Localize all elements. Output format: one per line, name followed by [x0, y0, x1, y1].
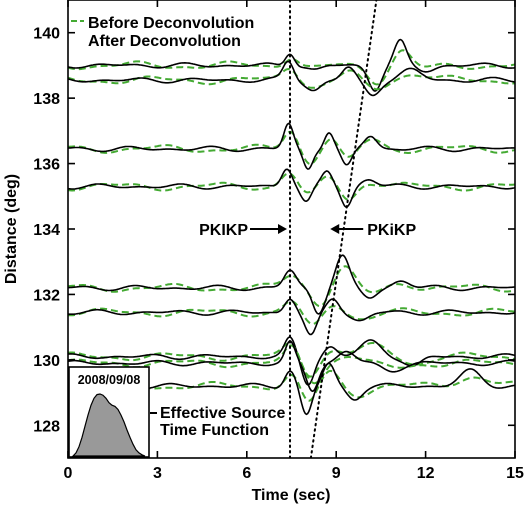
trace-after-2 — [68, 122, 515, 170]
x-tick-label: 0 — [64, 465, 73, 482]
y-tick-label: 128 — [33, 418, 60, 435]
source-function-curve — [71, 393, 146, 457]
y-tick-label: 130 — [33, 353, 60, 370]
x-tick-label: 3 — [153, 465, 162, 482]
y-tick-label: 134 — [33, 222, 60, 239]
trace-after-6 — [68, 336, 515, 386]
source-function-title-1: Effective Source — [160, 405, 285, 422]
pkikp-lower-arrowhead — [330, 224, 340, 234]
source-function-inset: 2008/09/08 Effective Source Time Functio… — [68, 366, 285, 458]
trace-before-1 — [68, 67, 515, 91]
trace-before-6 — [68, 341, 515, 378]
legend-label-after: After Deconvolution — [88, 33, 241, 50]
y-tick-label: 138 — [33, 91, 60, 108]
trace-after-0 — [68, 38, 515, 92]
trace-before-0 — [68, 49, 515, 86]
x-axis-ticks: 0 3 6 9 12 15 — [64, 0, 524, 482]
phase-annotations: PKIKP PKiKP — [199, 222, 416, 239]
pkikp-label: PKIKP — [199, 222, 248, 239]
trace-after-5 — [68, 298, 515, 336]
trace-before-8 — [68, 369, 515, 402]
y-tick-label: 136 — [33, 157, 60, 174]
trace-after-3 — [68, 168, 515, 208]
trace-layer — [68, 38, 515, 416]
x-tick-label: 6 — [242, 465, 251, 482]
x-tick-label: 15 — [506, 465, 524, 482]
trace-before-7 — [68, 344, 515, 385]
y-tick-label: 132 — [33, 287, 60, 304]
trace-before-2 — [68, 130, 515, 166]
pkikp-arrowhead — [278, 224, 288, 234]
inset-date: 2008/09/08 — [78, 373, 141, 387]
y-axis-label: Distance (deg) — [3, 174, 20, 284]
legend: Before Deconvolution After Deconvolution — [71, 15, 254, 50]
legend-label-before: Before Deconvolution — [88, 15, 254, 32]
trace-after-7 — [68, 340, 515, 393]
x-axis-label: Time (sec) — [252, 487, 331, 504]
source-function-title-2: Time Function — [160, 422, 269, 439]
pkikp-lower-label: PKiKP — [367, 222, 416, 239]
trace-after-4 — [68, 254, 515, 315]
x-tick-label: 12 — [417, 465, 435, 482]
x-tick-label: 9 — [332, 465, 341, 482]
y-tick-label: 140 — [33, 26, 60, 43]
y-axis-ticks: 128 130 132 134 136 138 140 — [33, 26, 515, 435]
trace-after-1 — [68, 60, 515, 97]
